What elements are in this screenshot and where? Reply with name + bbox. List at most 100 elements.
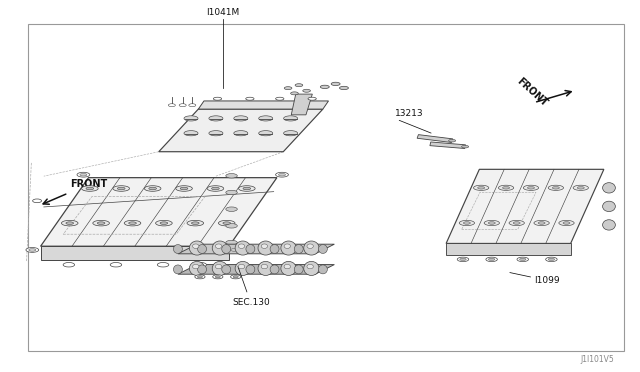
Ellipse shape <box>294 265 303 274</box>
Ellipse shape <box>339 86 348 90</box>
Ellipse shape <box>223 222 230 224</box>
Ellipse shape <box>284 87 292 90</box>
Ellipse shape <box>228 247 241 252</box>
Ellipse shape <box>246 244 255 253</box>
Ellipse shape <box>157 263 169 267</box>
Ellipse shape <box>226 174 237 178</box>
Ellipse shape <box>513 222 520 224</box>
Ellipse shape <box>517 257 529 262</box>
Ellipse shape <box>259 131 273 136</box>
Ellipse shape <box>168 104 175 107</box>
Ellipse shape <box>509 220 524 225</box>
Ellipse shape <box>259 116 273 121</box>
Ellipse shape <box>234 131 248 136</box>
Ellipse shape <box>520 258 526 260</box>
Polygon shape <box>178 244 334 254</box>
Ellipse shape <box>145 186 161 191</box>
Ellipse shape <box>233 276 238 278</box>
Ellipse shape <box>160 222 168 224</box>
Text: 13213: 13213 <box>396 109 424 118</box>
Ellipse shape <box>173 265 182 274</box>
Ellipse shape <box>235 262 250 275</box>
Ellipse shape <box>546 257 557 262</box>
Ellipse shape <box>278 173 285 176</box>
Ellipse shape <box>548 185 564 190</box>
Ellipse shape <box>173 244 182 253</box>
Ellipse shape <box>234 116 248 121</box>
Ellipse shape <box>93 220 109 226</box>
Ellipse shape <box>281 241 296 255</box>
Ellipse shape <box>209 131 223 136</box>
Ellipse shape <box>552 186 559 189</box>
Ellipse shape <box>499 185 514 190</box>
Ellipse shape <box>195 275 205 279</box>
Ellipse shape <box>284 264 291 269</box>
Ellipse shape <box>230 248 237 251</box>
Ellipse shape <box>307 264 314 269</box>
Ellipse shape <box>33 199 42 203</box>
Ellipse shape <box>548 258 555 260</box>
Ellipse shape <box>209 116 223 121</box>
Ellipse shape <box>207 186 224 191</box>
Ellipse shape <box>276 172 289 177</box>
Ellipse shape <box>281 262 296 275</box>
Text: SEC.130: SEC.130 <box>232 298 270 307</box>
Ellipse shape <box>213 97 221 100</box>
Ellipse shape <box>457 257 468 262</box>
Polygon shape <box>198 101 328 109</box>
Ellipse shape <box>524 185 539 190</box>
Ellipse shape <box>222 244 230 253</box>
Ellipse shape <box>538 222 545 224</box>
Ellipse shape <box>156 220 172 226</box>
Ellipse shape <box>238 244 244 248</box>
Ellipse shape <box>474 185 489 190</box>
Ellipse shape <box>226 240 237 245</box>
Ellipse shape <box>294 244 303 253</box>
Ellipse shape <box>193 264 199 269</box>
Ellipse shape <box>534 220 549 225</box>
Ellipse shape <box>460 220 474 225</box>
Ellipse shape <box>77 172 90 177</box>
Ellipse shape <box>246 265 255 274</box>
Polygon shape <box>40 246 229 260</box>
Ellipse shape <box>261 264 268 269</box>
Bar <box>28 24 624 351</box>
Ellipse shape <box>97 222 105 224</box>
Ellipse shape <box>198 265 207 274</box>
Ellipse shape <box>449 140 456 142</box>
Ellipse shape <box>303 89 310 92</box>
Ellipse shape <box>63 263 75 267</box>
Ellipse shape <box>486 257 497 262</box>
Ellipse shape <box>129 222 136 224</box>
Ellipse shape <box>320 85 329 89</box>
Ellipse shape <box>603 201 615 212</box>
Ellipse shape <box>113 186 129 191</box>
Ellipse shape <box>603 220 615 230</box>
Ellipse shape <box>191 222 199 224</box>
Ellipse shape <box>239 186 255 191</box>
Ellipse shape <box>304 241 319 255</box>
Ellipse shape <box>603 183 615 193</box>
Polygon shape <box>446 169 604 243</box>
Ellipse shape <box>212 275 223 279</box>
Ellipse shape <box>559 220 574 225</box>
Polygon shape <box>178 264 334 274</box>
Ellipse shape <box>502 186 509 189</box>
Ellipse shape <box>573 185 588 190</box>
Ellipse shape <box>308 97 316 100</box>
Ellipse shape <box>198 244 207 253</box>
Polygon shape <box>417 135 452 142</box>
Ellipse shape <box>66 222 74 224</box>
Text: FRONT: FRONT <box>515 76 549 108</box>
Ellipse shape <box>527 186 534 189</box>
Ellipse shape <box>258 262 273 275</box>
Polygon shape <box>446 243 571 255</box>
Ellipse shape <box>226 190 237 195</box>
Ellipse shape <box>284 244 291 248</box>
Ellipse shape <box>307 244 314 248</box>
Text: FRONT: FRONT <box>70 179 107 189</box>
Ellipse shape <box>180 187 188 190</box>
Ellipse shape <box>246 97 254 100</box>
Ellipse shape <box>577 186 584 189</box>
Ellipse shape <box>148 187 156 190</box>
